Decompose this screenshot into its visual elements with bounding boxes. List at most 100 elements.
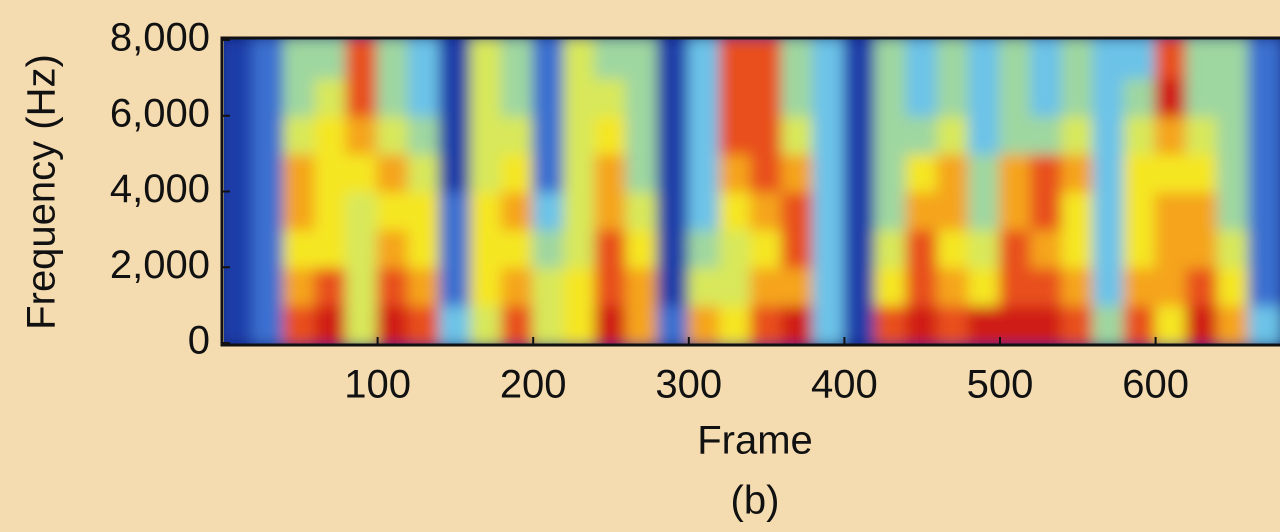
heatmap-cell — [1061, 304, 1094, 344]
heatmap-cell — [345, 266, 378, 306]
heatmap-cell — [408, 39, 441, 79]
heatmap-cell — [1030, 153, 1063, 193]
heatmap-cell — [812, 304, 845, 344]
heatmap-cell — [875, 115, 908, 155]
heatmap-cell — [252, 77, 285, 117]
heatmap-cell — [843, 191, 876, 231]
heatmap-cell — [252, 228, 285, 268]
heatmap-cell — [221, 228, 254, 268]
heatmap-cell — [252, 39, 285, 79]
heatmap-cell — [657, 115, 690, 155]
heatmap-cell — [1092, 39, 1125, 79]
y-tick-label: 6,000 — [110, 91, 210, 135]
heatmap-cell — [906, 191, 939, 231]
heatmap-cell — [1123, 153, 1156, 193]
heatmap-cell — [345, 153, 378, 193]
heatmap-cell — [875, 191, 908, 231]
heatmap-cell — [812, 228, 845, 268]
heatmap-cell — [781, 115, 814, 155]
heatmap-cell — [501, 115, 534, 155]
heatmap-cell — [563, 153, 596, 193]
heatmap-cell — [843, 77, 876, 117]
heatmap-cell — [626, 228, 659, 268]
heatmap-cell — [843, 153, 876, 193]
heatmap-cell — [719, 77, 752, 117]
chart-title: (b) — [731, 479, 780, 523]
heatmap-cell — [1248, 304, 1280, 344]
y-tick-label: 4,000 — [110, 167, 210, 211]
heatmap-cell — [1248, 266, 1280, 306]
heatmap-cell — [345, 228, 378, 268]
heatmap-cell — [626, 266, 659, 306]
heatmap-cell — [408, 266, 441, 306]
heatmap-cell — [252, 153, 285, 193]
heatmap-cell — [750, 304, 783, 344]
heatmap-cell — [937, 191, 970, 231]
y-axis-label: Frequency (Hz) — [20, 54, 64, 330]
heatmap-cell — [875, 228, 908, 268]
heatmap-cell — [781, 191, 814, 231]
heatmap-cell — [314, 266, 347, 306]
heatmap-cell — [1217, 39, 1250, 79]
heatmap-cell — [688, 77, 721, 117]
x-tick-label: 100 — [344, 363, 411, 407]
heatmap-cell — [377, 304, 410, 344]
heatmap-cell — [408, 77, 441, 117]
heatmap-cell — [937, 77, 970, 117]
heatmap-cell — [999, 304, 1032, 344]
heatmap-cell — [221, 304, 254, 344]
heatmap-cell — [532, 39, 565, 79]
heatmap-cell — [377, 115, 410, 155]
heatmap-cell — [470, 39, 503, 79]
heatmap-cell — [812, 266, 845, 306]
heatmap-cell — [532, 153, 565, 193]
heatmap-cell — [968, 266, 1001, 306]
heatmap-cell — [968, 39, 1001, 79]
heatmap-cell — [1092, 191, 1125, 231]
x-tick-label: 600 — [1122, 363, 1189, 407]
heatmap-cell — [750, 266, 783, 306]
heatmap-cell — [657, 39, 690, 79]
heatmap-cell — [812, 153, 845, 193]
heatmap-cell — [345, 115, 378, 155]
heatmap-cell — [999, 228, 1032, 268]
heatmap-cell — [532, 304, 565, 344]
heatmap-cell — [594, 228, 627, 268]
heatmap-cell — [252, 115, 285, 155]
heatmap-cell — [1061, 191, 1094, 231]
heatmap-cell — [999, 77, 1032, 117]
heatmap-cell — [937, 39, 970, 79]
heatmap-cell — [688, 115, 721, 155]
heatmap-cell — [781, 266, 814, 306]
heatmap-cell — [843, 304, 876, 344]
heatmap-cell — [283, 77, 316, 117]
heatmap-cell — [470, 228, 503, 268]
heatmap-cell — [1092, 77, 1125, 117]
heatmap-cell — [1186, 39, 1219, 79]
heatmap-cell — [1030, 39, 1063, 79]
heatmap-cell — [470, 77, 503, 117]
heatmap-cell — [968, 304, 1001, 344]
heatmap-cell — [1248, 228, 1280, 268]
heatmap-cell — [345, 304, 378, 344]
heatmap-cell — [314, 228, 347, 268]
heatmap-cell — [439, 77, 472, 117]
heatmap-cell — [377, 39, 410, 79]
heatmap-cell — [999, 115, 1032, 155]
heatmap-cell — [843, 115, 876, 155]
heatmap-cell — [439, 39, 472, 79]
heatmap-cell — [999, 266, 1032, 306]
heatmap-cell — [501, 77, 534, 117]
heatmap-cell — [252, 266, 285, 306]
heatmap-cell — [501, 39, 534, 79]
heatmap-cell — [439, 115, 472, 155]
heatmap-cell — [377, 266, 410, 306]
heatmap-cell — [719, 191, 752, 231]
heatmap-cell — [501, 228, 534, 268]
heatmap-cell — [1248, 39, 1280, 79]
heatmap-cell — [532, 228, 565, 268]
heatmap-cell — [1217, 153, 1250, 193]
heatmap-cell — [657, 304, 690, 344]
heatmap-cell — [781, 228, 814, 268]
heatmap-cell — [719, 266, 752, 306]
